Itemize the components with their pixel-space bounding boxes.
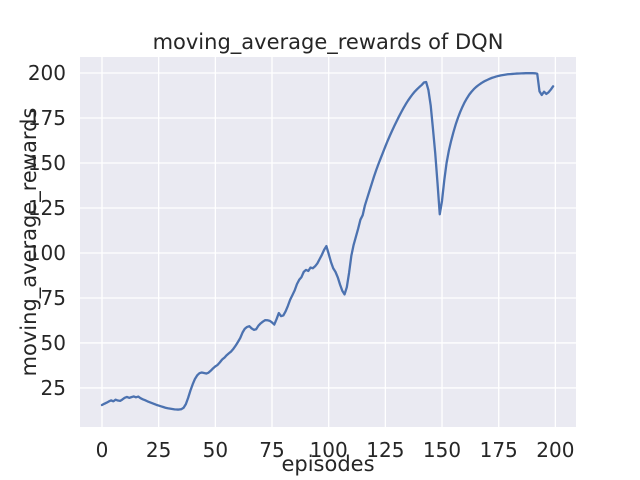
y-tick-label: 50 (40, 330, 66, 355)
y-tick-label: 100 (27, 240, 66, 265)
x-tick-label: 50 (202, 438, 229, 462)
x-tick-label: 150 (422, 438, 462, 462)
y-tick-label: 75 (40, 285, 66, 310)
y-tick-label: 25 (40, 375, 66, 400)
y-tick-label: 200 (27, 61, 66, 86)
plot-background (80, 57, 576, 427)
x-tick-label: 175 (479, 438, 518, 462)
x-tick-label: 0 (95, 438, 109, 462)
x-tick-label: 100 (309, 438, 348, 462)
plot-area (80, 57, 576, 427)
line-chart (80, 57, 576, 427)
x-tick-label: 25 (145, 438, 172, 462)
y-tick-label: 175 (27, 106, 66, 130)
x-tick-label: 75 (259, 438, 285, 462)
reward-line-series (100, 72, 555, 411)
chart-title: moving_average_rewards of DQN (152, 30, 504, 54)
x-tick-label: 200 (536, 438, 575, 462)
x-tick-label: 125 (366, 438, 405, 462)
y-tick-label: 150 (27, 150, 66, 175)
y-tick-label: 125 (27, 195, 66, 220)
x-axis-label: episodes (281, 452, 375, 476)
